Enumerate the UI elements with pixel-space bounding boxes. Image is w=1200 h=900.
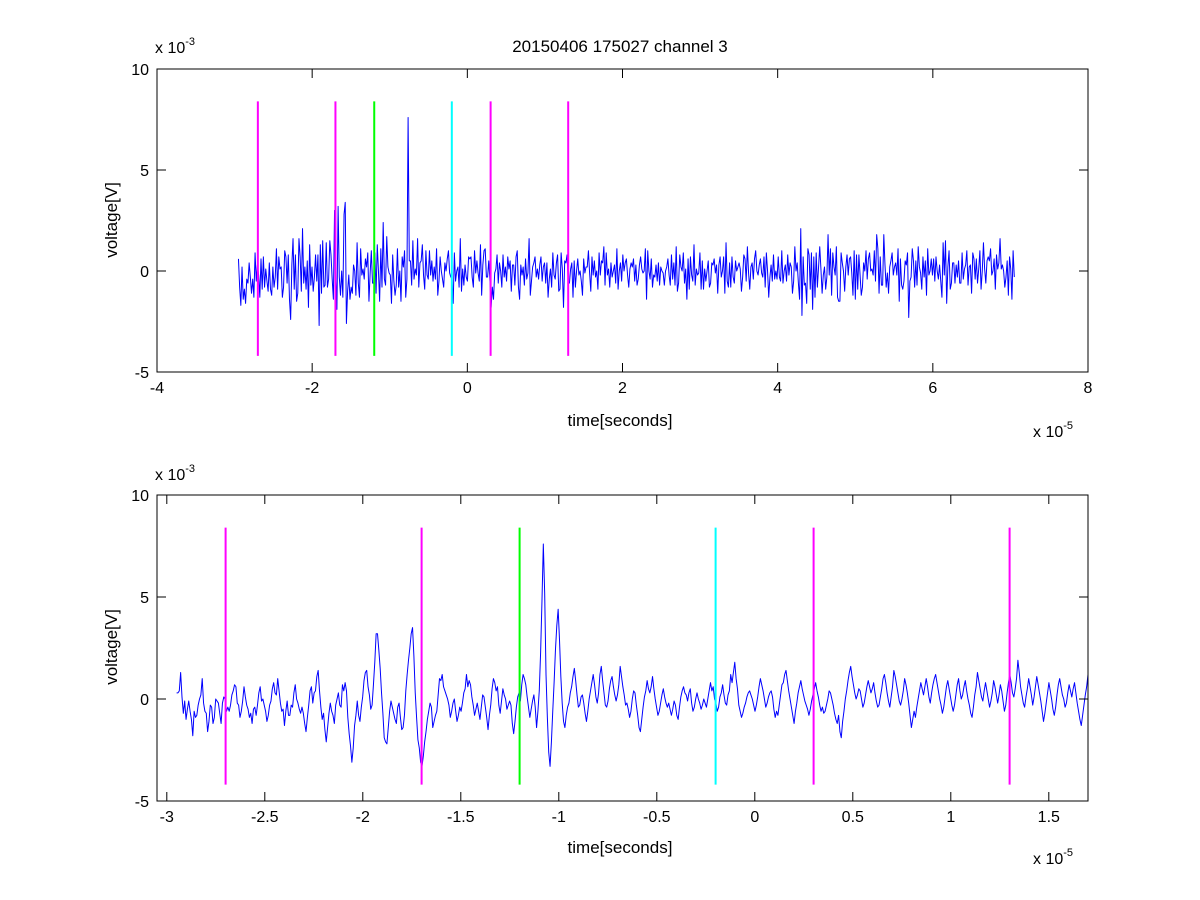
top-subplot: -4 -2 0 2 4 6 8 -5 0 5 10 time[seconds] voltage[V]… xyxy=(102,36,1093,441)
bottom-x-tick-label: -1 xyxy=(552,809,566,826)
top-y-axis-label: voltage[V] xyxy=(102,182,121,258)
top-x-tick-label: 2 xyxy=(618,380,627,397)
top-x-axis-label: time[seconds] xyxy=(568,411,673,430)
bottom-marker-layer xyxy=(224,527,1011,785)
bottom-x-tick-label: 0.5 xyxy=(842,809,864,826)
top-x-tick-label: 0 xyxy=(463,380,472,397)
bottom-y-axis-label: voltage[V] xyxy=(102,609,121,685)
top-signal-layer xyxy=(237,116,1015,327)
bottom-x-exponent-base: x 10 xyxy=(1033,851,1063,868)
top-x-tick-label: -2 xyxy=(305,380,319,397)
bottom-x-tick-label: -0.5 xyxy=(643,809,671,826)
top-y-tick-label: 10 xyxy=(131,62,149,79)
bottom-x-tick-label: 1.5 xyxy=(1038,809,1060,826)
figure-title: 20150406 175027 channel 3 xyxy=(512,37,728,56)
bottom-ticks-layer: -3 -2.5 -2 -1.5 -1 -0.5 0 0.5 1 1.5 -5 0 5 10 xyxy=(131,488,1088,826)
bottom-x-tick-label: -3 xyxy=(160,809,174,826)
top-x-tick-label: 4 xyxy=(773,380,782,397)
bottom-y-exponent-base: x 10 xyxy=(155,467,185,484)
top-x-exponent-power: -5 xyxy=(1063,420,1073,432)
bottom-y-tick-label: -5 xyxy=(135,794,149,811)
top-axes-frame xyxy=(156,68,1089,373)
bottom-subplot: -3 -2.5 -2 -1.5 -1 -0.5 0 0.5 1 1.5 -5 0 5 10 time[se… xyxy=(102,463,1089,868)
top-x-exponent-base: x 10 xyxy=(1033,424,1063,441)
bottom-signal-line xyxy=(176,543,1089,767)
bottom-x-exponent-power: -5 xyxy=(1063,847,1073,859)
bottom-y-exponent-label: x 10-3 xyxy=(155,463,195,484)
top-x-exponent-label: x 10-5 xyxy=(1033,420,1073,441)
top-y-exponent-label: x 10-3 xyxy=(155,36,195,57)
bottom-y-tick-label: 0 xyxy=(140,692,149,709)
bottom-y-tick-label: 10 xyxy=(131,488,149,505)
bottom-x-tick-label: 0 xyxy=(750,809,759,826)
top-x-tick-label: -4 xyxy=(150,380,164,397)
bottom-x-tick-label: -2 xyxy=(356,809,370,826)
top-y-tick-label: 5 xyxy=(140,163,149,180)
bottom-x-tick-label: 1 xyxy=(946,809,955,826)
top-x-tick-label: 8 xyxy=(1084,380,1093,397)
top-y-exponent-power: -3 xyxy=(185,36,195,48)
top-y-tick-label: 0 xyxy=(140,264,149,281)
top-ticks-layer: -4 -2 0 2 4 6 8 -5 0 5 10 xyxy=(131,62,1092,397)
bottom-axes-frame xyxy=(156,494,1089,802)
bottom-x-tick-label: -1.5 xyxy=(447,809,475,826)
top-x-tick-label: 6 xyxy=(928,380,937,397)
bottom-signal-layer xyxy=(176,543,1089,767)
top-y-tick-label: -5 xyxy=(135,365,149,382)
top-marker-layer xyxy=(256,101,570,356)
bottom-y-tick-label: 5 xyxy=(140,590,149,607)
bottom-x-exponent-label: x 10-5 xyxy=(1033,847,1073,868)
bottom-x-axis-label: time[seconds] xyxy=(568,838,673,857)
bottom-y-exponent-power: -3 xyxy=(185,463,195,475)
top-signal-line xyxy=(237,116,1015,327)
top-y-exponent-base: x 10 xyxy=(155,40,185,57)
bottom-x-tick-label: -2.5 xyxy=(251,809,279,826)
